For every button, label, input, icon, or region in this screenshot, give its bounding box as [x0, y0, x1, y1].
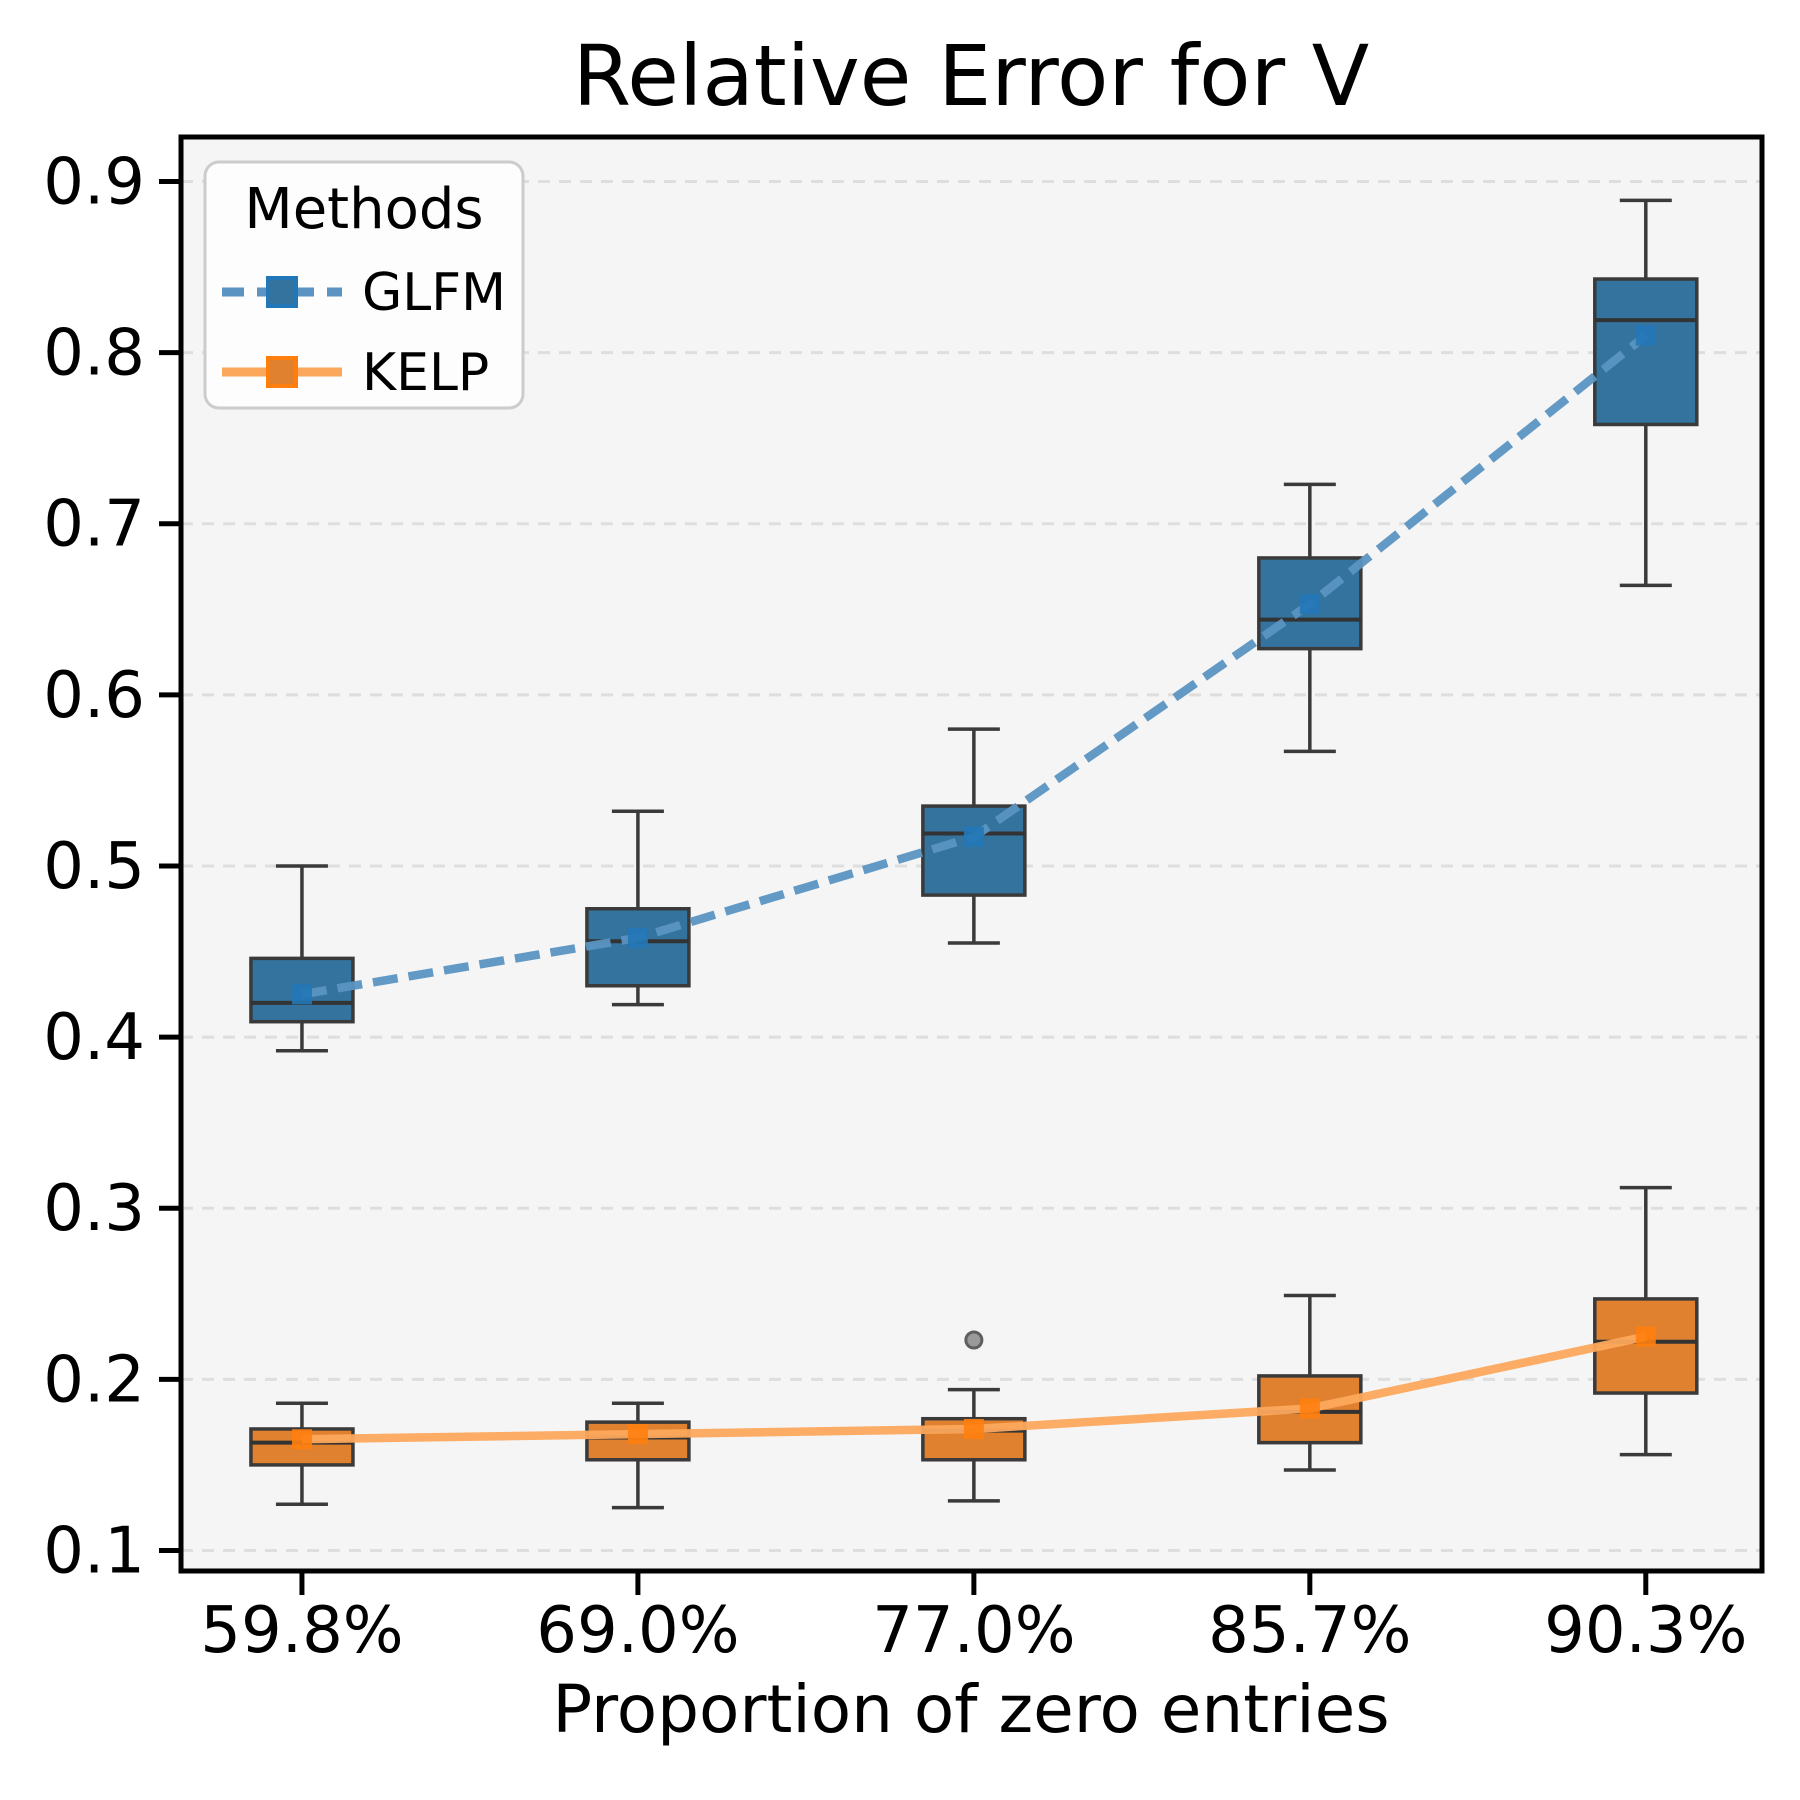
- mean-marker-glfm-3: [1299, 594, 1320, 615]
- y-tick-label: 0.6: [43, 659, 145, 733]
- plot-border: [178, 134, 1765, 1574]
- y-tick-label: 0.3: [43, 1172, 145, 1246]
- y-tick-label: 0.9: [43, 145, 145, 219]
- legend-glfm-marker: [266, 276, 298, 308]
- mean-marker-kelp-0: [291, 1429, 312, 1450]
- x-tick-label: 85.7%: [1208, 1594, 1411, 1668]
- box-glfm-4: [1593, 277, 1699, 427]
- y-tick-label: 0.5: [43, 830, 145, 904]
- boxplot-layer: [249, 198, 1699, 1510]
- axes-layer: 0.9 0.8 0.7 0.6 0.5 0.4 0.3 0.2 0.1 59.8% 69.0% 77.…: [43, 145, 1747, 1668]
- mean-marker-glfm-2: [963, 826, 984, 847]
- x-tick-label: 90.3%: [1544, 1594, 1747, 1668]
- chart-title: Relative Error for V: [573, 27, 1370, 125]
- y-tick-label: 0.4: [43, 1001, 145, 1075]
- mean-marker-glfm-0: [291, 984, 312, 1005]
- legend-title: Methods: [244, 177, 483, 242]
- y-tick-label: 0.8: [43, 317, 145, 391]
- legend-kelp-marker: [266, 356, 298, 388]
- legend-glfm-label: GLFM: [362, 263, 506, 323]
- x-tick-label: 69.0%: [536, 1594, 739, 1668]
- mean-marker-kelp-3: [1299, 1398, 1320, 1419]
- mean-marker-glfm-1: [627, 927, 648, 948]
- mean-markers-layer: [291, 325, 1656, 1450]
- y-tick-label: 0.1: [43, 1514, 145, 1588]
- outliers-layer: [964, 1330, 984, 1350]
- mean-marker-glfm-4: [1635, 325, 1656, 346]
- x-tick-label: 59.8%: [200, 1594, 403, 1668]
- mean-marker-kelp-1: [627, 1424, 648, 1445]
- mean-marker-kelp-2: [963, 1418, 984, 1439]
- mean-marker-kelp-4: [1635, 1326, 1656, 1347]
- outlier-point: [964, 1330, 984, 1350]
- legend-frame: [203, 160, 525, 410]
- legend-kelp-label: KELP: [362, 343, 489, 403]
- legend: Methods GLFM KELP: [203, 160, 525, 410]
- x-axis-label: Proportion of zero entries: [552, 1671, 1389, 1748]
- x-tick-label: 77.0%: [872, 1594, 1075, 1668]
- y-tick-label: 0.7: [43, 488, 145, 562]
- y-tick-label: 0.2: [43, 1343, 145, 1417]
